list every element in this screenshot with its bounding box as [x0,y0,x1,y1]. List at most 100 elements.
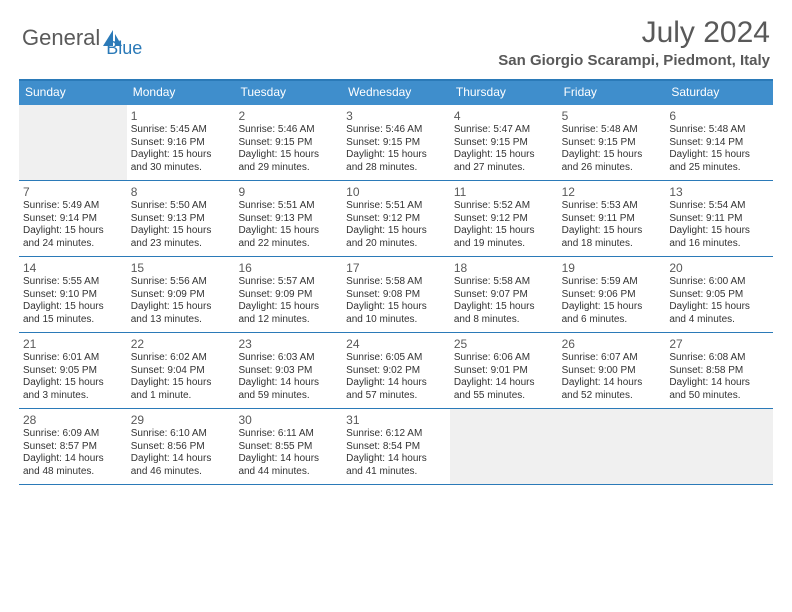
cell-day2: and 59 minutes. [238,390,338,403]
calendar-cell: 4Sunrise: 5:47 AMSunset: 9:15 PMDaylight… [450,105,558,180]
calendar-cell: 9Sunrise: 5:51 AMSunset: 9:13 PMDaylight… [234,181,342,256]
cell-day2: and 12 minutes. [238,314,338,327]
cell-sunset: Sunset: 9:15 PM [454,137,554,150]
cell-sunset: Sunset: 8:54 PM [346,441,446,454]
cell-day2: and 22 minutes. [238,238,338,251]
cell-day1: Daylight: 15 hours [454,225,554,238]
calendar-cell: 21Sunrise: 6:01 AMSunset: 9:05 PMDayligh… [19,333,127,408]
day-number: 13 [669,185,769,199]
day-number: 2 [238,109,338,123]
day-number: 16 [238,261,338,275]
cell-sunset: Sunset: 9:13 PM [238,213,338,226]
cell-day2: and 16 minutes. [669,238,769,251]
cell-day1: Daylight: 15 hours [131,225,231,238]
logo-text-part2: Blue [106,38,142,59]
day-number: 23 [238,337,338,351]
cell-sunrise: Sunrise: 5:51 AM [346,200,446,213]
cell-day1: Daylight: 15 hours [562,149,662,162]
day-number: 8 [131,185,231,199]
cell-day2: and 23 minutes. [131,238,231,251]
day-number: 4 [454,109,554,123]
cell-sunset: Sunset: 9:15 PM [562,137,662,150]
calendar-cell: 2Sunrise: 5:46 AMSunset: 9:15 PMDaylight… [234,105,342,180]
cell-sunset: Sunset: 9:06 PM [562,289,662,302]
cell-sunrise: Sunrise: 5:48 AM [669,124,769,137]
calendar-cell: 29Sunrise: 6:10 AMSunset: 8:56 PMDayligh… [127,409,235,484]
cell-sunrise: Sunrise: 5:45 AM [131,124,231,137]
cell-sunset: Sunset: 9:03 PM [238,365,338,378]
cell-sunrise: Sunrise: 6:05 AM [346,352,446,365]
calendar-cell: 14Sunrise: 5:55 AMSunset: 9:10 PMDayligh… [19,257,127,332]
cell-sunrise: Sunrise: 6:11 AM [238,428,338,441]
cell-sunrise: Sunrise: 6:00 AM [669,276,769,289]
day-number: 25 [454,337,554,351]
cell-day1: Daylight: 15 hours [346,301,446,314]
calendar-cell: 24Sunrise: 6:05 AMSunset: 9:02 PMDayligh… [342,333,450,408]
cell-day1: Daylight: 15 hours [238,301,338,314]
day-number: 30 [238,413,338,427]
day-number: 1 [131,109,231,123]
cell-day2: and 6 minutes. [562,314,662,327]
cell-sunrise: Sunrise: 5:51 AM [238,200,338,213]
calendar-cell: 11Sunrise: 5:52 AMSunset: 9:12 PMDayligh… [450,181,558,256]
calendar-cell: 30Sunrise: 6:11 AMSunset: 8:55 PMDayligh… [234,409,342,484]
cell-day1: Daylight: 15 hours [669,225,769,238]
cell-sunrise: Sunrise: 5:47 AM [454,124,554,137]
cell-day2: and 55 minutes. [454,390,554,403]
title-block: July 2024 San Giorgio Scarampi, Piedmont… [498,16,770,69]
cell-sunset: Sunset: 9:15 PM [238,137,338,150]
cell-sunset: Sunset: 9:15 PM [346,137,446,150]
weekday-header: Thursday [450,81,558,105]
week-row: 28Sunrise: 6:09 AMSunset: 8:57 PMDayligh… [19,409,773,485]
calendar-cell: 8Sunrise: 5:50 AMSunset: 9:13 PMDaylight… [127,181,235,256]
cell-day1: Daylight: 15 hours [669,301,769,314]
cell-sunset: Sunset: 9:13 PM [131,213,231,226]
day-number: 3 [346,109,446,123]
cell-day2: and 10 minutes. [346,314,446,327]
weekday-header: Wednesday [342,81,450,105]
calendar-cell: 18Sunrise: 5:58 AMSunset: 9:07 PMDayligh… [450,257,558,332]
weeks-container: 1Sunrise: 5:45 AMSunset: 9:16 PMDaylight… [19,105,773,485]
calendar: Sunday Monday Tuesday Wednesday Thursday… [19,79,773,485]
cell-sunrise: Sunrise: 5:57 AM [238,276,338,289]
cell-sunset: Sunset: 9:14 PM [669,137,769,150]
calendar-cell: 6Sunrise: 5:48 AMSunset: 9:14 PMDaylight… [665,105,773,180]
day-number: 11 [454,185,554,199]
calendar-cell: 25Sunrise: 6:06 AMSunset: 9:01 PMDayligh… [450,333,558,408]
cell-day1: Daylight: 15 hours [454,301,554,314]
calendar-cell: 28Sunrise: 6:09 AMSunset: 8:57 PMDayligh… [19,409,127,484]
cell-sunrise: Sunrise: 5:53 AM [562,200,662,213]
day-number: 5 [562,109,662,123]
cell-sunset: Sunset: 9:11 PM [562,213,662,226]
calendar-cell: 17Sunrise: 5:58 AMSunset: 9:08 PMDayligh… [342,257,450,332]
cell-sunset: Sunset: 9:12 PM [346,213,446,226]
calendar-cell: 3Sunrise: 5:46 AMSunset: 9:15 PMDaylight… [342,105,450,180]
cell-sunrise: Sunrise: 5:49 AM [23,200,123,213]
cell-day1: Daylight: 14 hours [346,453,446,466]
cell-sunset: Sunset: 9:05 PM [23,365,123,378]
cell-day2: and 57 minutes. [346,390,446,403]
cell-day2: and 46 minutes. [131,466,231,479]
cell-sunrise: Sunrise: 6:12 AM [346,428,446,441]
cell-day2: and 26 minutes. [562,162,662,175]
cell-day1: Daylight: 14 hours [346,377,446,390]
calendar-cell: 22Sunrise: 6:02 AMSunset: 9:04 PMDayligh… [127,333,235,408]
logo-text-part1: General [22,25,100,51]
cell-sunrise: Sunrise: 5:52 AM [454,200,554,213]
cell-sunrise: Sunrise: 5:46 AM [346,124,446,137]
cell-day2: and 24 minutes. [23,238,123,251]
cell-sunrise: Sunrise: 6:03 AM [238,352,338,365]
cell-day1: Daylight: 15 hours [669,149,769,162]
cell-sunset: Sunset: 9:04 PM [131,365,231,378]
header: General Blue July 2024 San Giorgio Scara… [0,0,792,73]
day-number: 18 [454,261,554,275]
day-number: 7 [23,185,123,199]
week-row: 7Sunrise: 5:49 AMSunset: 9:14 PM Daylight… [19,181,773,257]
cell-sunrise: Sunrise: 6:02 AM [131,352,231,365]
cell-sunset: Sunset: 9:08 PM [346,289,446,302]
day-number: 10 [346,185,446,199]
day-number: 28 [23,413,123,427]
calendar-cell-blank [19,105,127,180]
cell-sunset: Sunset: 9:14 PM [23,213,123,226]
logo: General Blue [22,16,142,59]
